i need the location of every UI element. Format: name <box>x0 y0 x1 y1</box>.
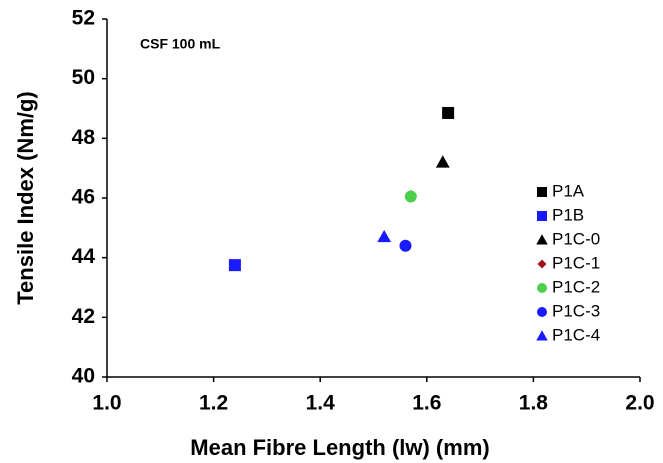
y-tick-label: 46 <box>72 186 95 209</box>
y-tick-label: 42 <box>72 305 95 328</box>
y-axis-title: Tensile Index (Nm/g) <box>13 91 38 305</box>
legend-marker <box>537 283 547 293</box>
legend-marker <box>536 234 548 245</box>
legend-marker <box>536 330 548 341</box>
point <box>377 229 392 243</box>
x-tick-label: 1.0 <box>92 392 121 415</box>
point <box>228 259 241 272</box>
x-tick-label: 1.4 <box>306 392 336 415</box>
legend-marker <box>537 307 547 317</box>
point <box>435 155 450 168</box>
annotation: CSF 100 mL <box>140 36 221 52</box>
legend-label: P1C-2 <box>552 277 600 296</box>
y-tick-label: 40 <box>72 365 95 388</box>
x-tick-label: 1.2 <box>199 392 228 415</box>
y-tick-label: 44 <box>72 245 96 268</box>
point <box>442 106 455 119</box>
y-tick-label: 52 <box>72 7 95 30</box>
x-tick-label: 1.6 <box>412 392 441 415</box>
legend-marker <box>537 187 547 197</box>
x-tick-label: 2.0 <box>625 392 654 415</box>
x-tick-label: 1.8 <box>519 392 549 415</box>
legend-label: P1A <box>552 181 585 200</box>
legend-label: P1C-3 <box>552 301 600 320</box>
legend-label: P1B <box>552 205 584 224</box>
point <box>404 190 417 203</box>
legend-label: P1C-4 <box>552 325 600 344</box>
point <box>399 239 412 252</box>
legend-marker <box>537 259 547 269</box>
legend-marker <box>537 211 547 221</box>
y-tick-label: 48 <box>72 126 96 149</box>
y-tick-label: 50 <box>72 66 95 89</box>
legend-label: P1C-0 <box>552 229 600 248</box>
legend-label: P1C-1 <box>552 253 600 272</box>
x-axis-title: Mean Fibre Length (lw) (mm) <box>190 435 489 460</box>
